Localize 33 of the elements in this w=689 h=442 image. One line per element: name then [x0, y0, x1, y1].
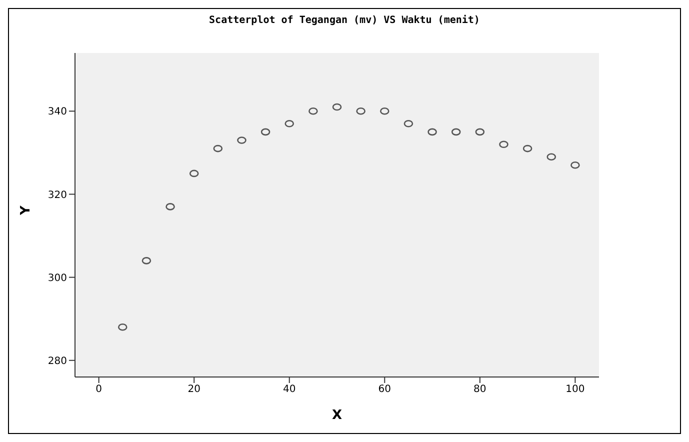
point: [237, 136, 246, 144]
point: [428, 128, 437, 136]
point: [308, 108, 318, 115]
point: [522, 144, 532, 152]
chart-title: Scatterplot of Tegangan (mv) VS Waktu (menit): [208, 15, 481, 26]
point: [189, 170, 199, 178]
x-tick-label: 100: [566, 384, 585, 396]
point: [570, 162, 580, 169]
x-tick-label: 60: [378, 384, 392, 396]
point: [499, 140, 508, 148]
x-tick-label: 40: [282, 384, 296, 396]
point: [380, 108, 390, 115]
point: [451, 128, 461, 136]
point: [404, 120, 414, 128]
y-tick-label: 300: [48, 272, 67, 284]
point: [284, 120, 294, 128]
x-tick-label: 80: [474, 384, 486, 396]
point: [213, 144, 223, 152]
y-tick-label: 320: [48, 190, 67, 201]
point: [356, 108, 366, 115]
x-tick-label: 20: [188, 384, 200, 396]
y-tick-label: 340: [48, 106, 67, 118]
y-tick-label: 280: [48, 356, 67, 367]
x-axis-title: X: [332, 408, 342, 423]
point: [260, 128, 270, 136]
point: [475, 128, 485, 136]
point: [332, 103, 342, 111]
y-axis-title: Y: [18, 205, 34, 216]
point: [546, 153, 556, 160]
point: [142, 257, 152, 264]
point: [118, 324, 128, 331]
point: [166, 203, 175, 210]
x-tick-label: 0: [96, 384, 102, 396]
